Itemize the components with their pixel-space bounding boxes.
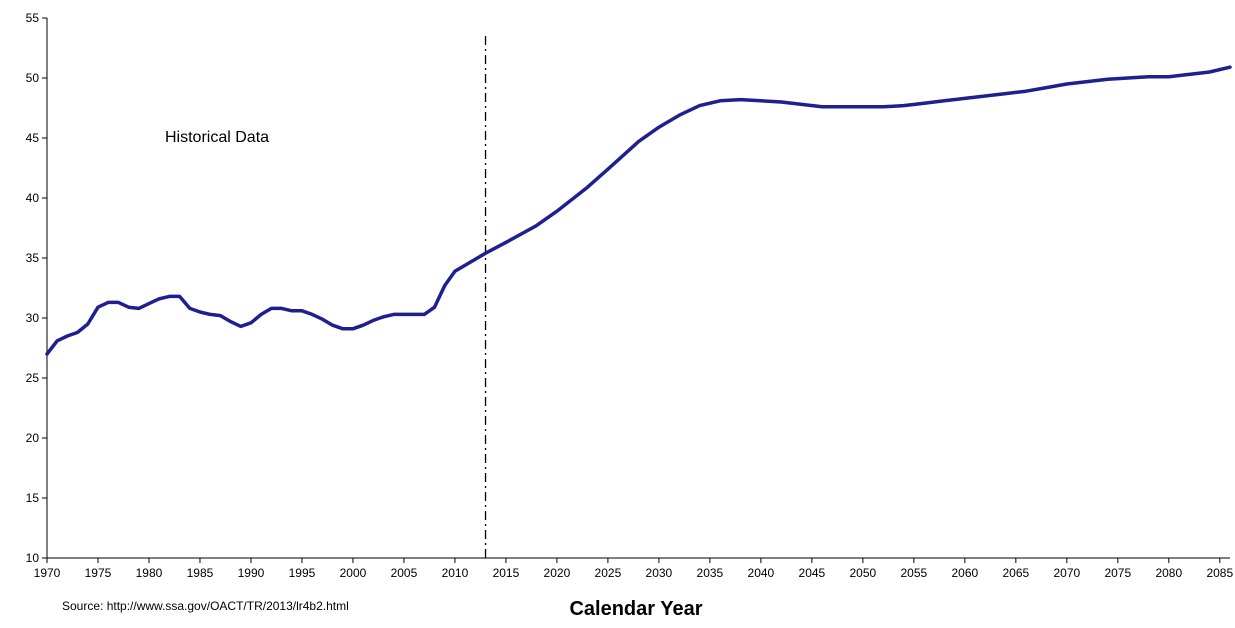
y-tick-label: 35	[26, 251, 40, 265]
y-tick-label: 45	[26, 131, 40, 145]
x-tick-label: 2005	[391, 566, 418, 580]
x-tick-label: 1975	[85, 566, 112, 580]
y-tick-label: 10	[26, 551, 40, 565]
x-tick-label: 2045	[799, 566, 826, 580]
y-tick-label: 25	[26, 371, 40, 385]
x-tick-label: 2040	[748, 566, 775, 580]
x-tick-label: 2075	[1104, 566, 1131, 580]
y-tick-label: 30	[26, 311, 40, 325]
x-tick-label: 1985	[187, 566, 214, 580]
x-tick-label: 2060	[951, 566, 978, 580]
series-line-0	[45, 65, 1232, 356]
historical-data-annotation: Historical Data	[165, 129, 269, 146]
x-tick-label: 2080	[1155, 566, 1182, 580]
x-tick-label: 1970	[34, 566, 61, 580]
y-tick-label: 40	[26, 191, 40, 205]
x-tick-label: 1995	[289, 566, 316, 580]
x-axis-title: Calendar Year	[569, 598, 702, 620]
x-tick-label: 2050	[850, 566, 877, 580]
x-tick-label: 2010	[442, 566, 469, 580]
x-tick-label: 2000	[340, 566, 367, 580]
y-tick-label: 15	[26, 491, 40, 505]
x-tick-label: 2055	[901, 566, 928, 580]
x-tick-label: 2020	[544, 566, 571, 580]
x-tick-label: 2030	[646, 566, 673, 580]
series-group	[45, 65, 1232, 356]
x-tick-label: 1990	[238, 566, 265, 580]
x-tick-label: 2065	[1002, 566, 1029, 580]
y-tick-label: 20	[26, 431, 40, 445]
x-tick-label: 2070	[1053, 566, 1080, 580]
x-tick-label: 2035	[697, 566, 724, 580]
source-note: Source: http://www.ssa.gov/OACT/TR/2013/…	[62, 599, 349, 613]
y-tick-label: 50	[26, 71, 40, 85]
axes	[46, 18, 1230, 559]
x-tick-label: 2025	[595, 566, 622, 580]
y-tick-label: 55	[26, 11, 40, 25]
x-tick-label: 1980	[136, 566, 163, 580]
x-tick-label: 2015	[493, 566, 520, 580]
x-tick-label: 2085	[1206, 566, 1233, 580]
